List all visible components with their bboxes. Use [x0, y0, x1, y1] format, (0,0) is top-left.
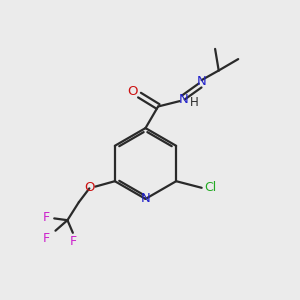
Text: F: F — [42, 232, 50, 245]
Text: F: F — [70, 235, 77, 248]
Text: N: N — [141, 192, 150, 206]
Text: O: O — [85, 181, 95, 194]
Text: O: O — [128, 85, 138, 98]
Text: H: H — [190, 96, 199, 109]
Text: N: N — [178, 93, 188, 106]
Text: Cl: Cl — [204, 181, 216, 194]
Text: N: N — [197, 75, 206, 88]
Text: F: F — [42, 211, 50, 224]
